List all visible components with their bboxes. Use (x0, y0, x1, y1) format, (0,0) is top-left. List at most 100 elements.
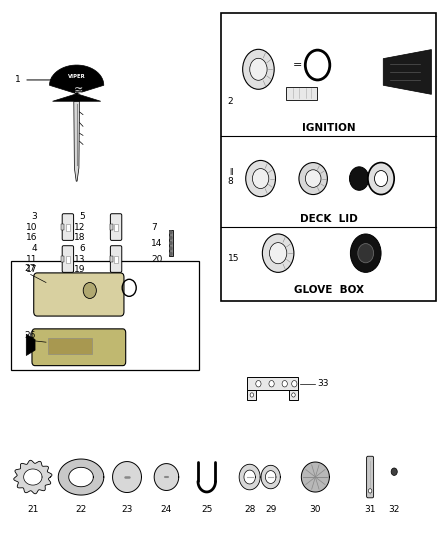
Polygon shape (244, 470, 255, 484)
Text: 7: 7 (151, 223, 157, 231)
Ellipse shape (299, 163, 327, 195)
Circle shape (169, 246, 173, 251)
Circle shape (269, 381, 274, 387)
Text: VIPER: VIPER (68, 74, 85, 79)
Bar (61, 256, 64, 262)
Text: II: II (229, 168, 233, 176)
Bar (221, 13, 436, 301)
FancyBboxPatch shape (62, 214, 74, 240)
Text: 8: 8 (228, 177, 233, 185)
Circle shape (374, 171, 388, 187)
Text: 20: 20 (151, 255, 162, 263)
Circle shape (169, 252, 173, 256)
Text: 11: 11 (26, 255, 37, 263)
Text: 13: 13 (74, 255, 85, 263)
Circle shape (368, 489, 372, 493)
Ellipse shape (305, 170, 321, 188)
Text: 6: 6 (80, 244, 85, 253)
Polygon shape (14, 461, 52, 494)
Polygon shape (113, 462, 141, 492)
Text: =: = (293, 60, 303, 70)
Circle shape (169, 230, 173, 235)
Text: DECK  LID: DECK LID (300, 214, 357, 223)
Text: 19: 19 (74, 265, 85, 274)
Text: IGNITION: IGNITION (302, 123, 355, 133)
Polygon shape (24, 469, 42, 485)
Bar (169, 230, 173, 256)
Text: 17: 17 (26, 265, 37, 274)
Circle shape (292, 393, 295, 397)
Text: 25: 25 (201, 505, 212, 514)
Text: 23: 23 (121, 505, 133, 514)
Polygon shape (261, 465, 280, 489)
Circle shape (83, 282, 96, 298)
Text: 27: 27 (24, 264, 35, 273)
Text: 26: 26 (24, 330, 35, 340)
Ellipse shape (350, 234, 381, 272)
Text: 1: 1 (14, 76, 21, 84)
Text: 29: 29 (265, 505, 276, 514)
Ellipse shape (252, 168, 269, 189)
Text: 31: 31 (364, 505, 376, 514)
Polygon shape (74, 101, 80, 181)
Text: 14: 14 (151, 239, 162, 247)
Circle shape (368, 163, 394, 195)
Text: 10: 10 (26, 223, 37, 231)
Bar (61, 224, 64, 230)
Text: 15: 15 (228, 254, 239, 263)
Text: GLOVE  BOX: GLOVE BOX (293, 286, 364, 295)
Text: 3: 3 (32, 212, 37, 221)
Bar (114, 255, 118, 263)
Circle shape (350, 167, 369, 190)
Bar (48, 338, 92, 354)
Circle shape (305, 50, 330, 80)
Ellipse shape (262, 234, 294, 272)
Polygon shape (265, 471, 276, 483)
Polygon shape (383, 50, 431, 94)
Circle shape (169, 236, 173, 240)
Circle shape (169, 241, 173, 245)
Circle shape (391, 468, 397, 475)
FancyBboxPatch shape (32, 329, 126, 366)
Text: 22: 22 (75, 505, 87, 514)
Bar (114, 223, 118, 231)
FancyBboxPatch shape (110, 246, 122, 272)
FancyBboxPatch shape (34, 273, 124, 316)
Text: 16: 16 (26, 233, 37, 242)
Bar (247, 377, 298, 390)
Ellipse shape (250, 58, 267, 80)
Text: ≋: ≋ (74, 86, 84, 95)
Ellipse shape (243, 50, 274, 90)
Polygon shape (69, 467, 93, 487)
FancyBboxPatch shape (62, 246, 74, 272)
Bar (66, 223, 70, 231)
Text: 32: 32 (389, 505, 400, 514)
Text: 2: 2 (228, 97, 233, 106)
Circle shape (358, 244, 374, 263)
Bar (110, 256, 113, 262)
Text: 24: 24 (161, 505, 172, 514)
Text: 12: 12 (74, 223, 85, 231)
Bar (66, 255, 70, 263)
Ellipse shape (269, 243, 287, 264)
Text: 5: 5 (80, 212, 85, 221)
FancyBboxPatch shape (110, 214, 122, 240)
FancyBboxPatch shape (367, 456, 374, 498)
Polygon shape (26, 334, 35, 356)
Ellipse shape (246, 160, 276, 197)
Text: 18: 18 (74, 233, 85, 242)
Text: 21: 21 (27, 505, 39, 514)
Bar (247, 390, 256, 400)
Text: 30: 30 (310, 505, 321, 514)
Polygon shape (49, 65, 104, 101)
Polygon shape (239, 464, 260, 490)
Text: 28: 28 (244, 505, 255, 514)
Polygon shape (58, 459, 104, 495)
Circle shape (282, 381, 287, 387)
Circle shape (256, 381, 261, 387)
Text: 33: 33 (318, 379, 329, 388)
Circle shape (250, 393, 254, 397)
Polygon shape (301, 462, 329, 492)
Bar (11, 261, 199, 370)
Polygon shape (154, 464, 179, 490)
